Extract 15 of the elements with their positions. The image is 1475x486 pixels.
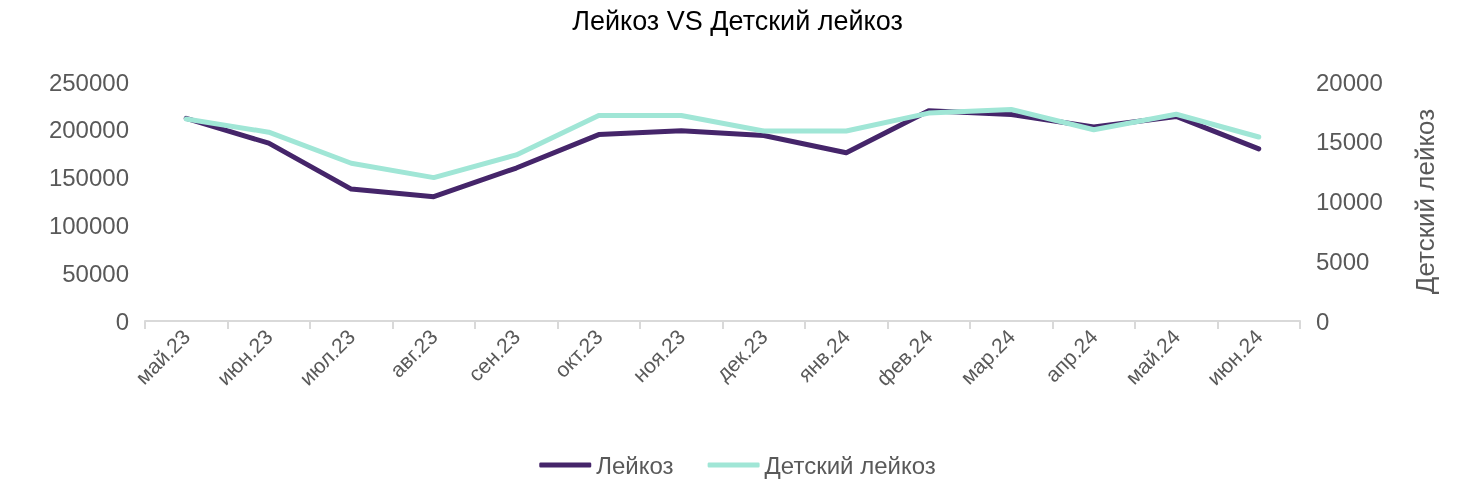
y2-tick-label: 10000 bbox=[1316, 188, 1383, 215]
y-tick-label: 250000 bbox=[48, 68, 129, 96]
y2-tick-label: 5000 bbox=[1316, 247, 1370, 275]
legend-label: Детский лейкоз bbox=[764, 451, 936, 479]
y2-axis-title: Детский лейкоз bbox=[1410, 108, 1440, 295]
y2-tick-label: 20000 bbox=[1316, 68, 1383, 96]
legend-label: Лейкоз bbox=[596, 451, 674, 479]
y-tick-label: 50000 bbox=[62, 259, 129, 287]
y-tick-label: 100000 bbox=[48, 211, 129, 239]
y2-tick-label: 0 bbox=[1316, 307, 1330, 335]
y2-tick-label: 15000 bbox=[1316, 128, 1383, 156]
y-tick-label: 200000 bbox=[48, 116, 129, 144]
chart-title: Лейкоз VS Детский лейкоз bbox=[572, 5, 903, 36]
y-tick-label: 0 bbox=[115, 307, 129, 335]
y-tick-label: 150000 bbox=[48, 164, 129, 192]
